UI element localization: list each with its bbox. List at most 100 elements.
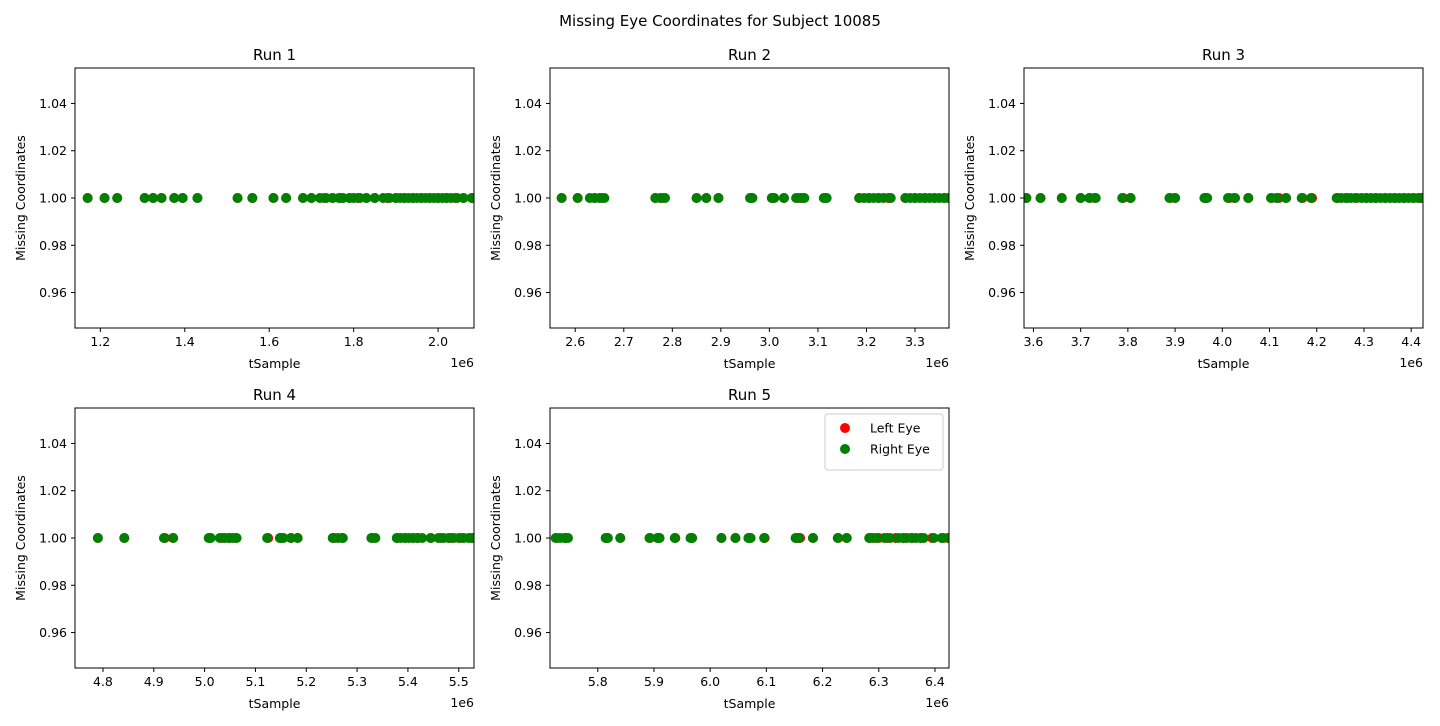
x-tick-label: 6.0 bbox=[700, 674, 720, 689]
x-tick-label: 3.6 bbox=[1023, 334, 1043, 349]
x-tick-label: 5.8 bbox=[588, 674, 608, 689]
y-tick-label: 1.00 bbox=[514, 191, 542, 206]
x-tick-label: 1.4 bbox=[175, 334, 195, 349]
x-tick-label: 2.9 bbox=[711, 334, 731, 349]
y-tick-label: 0.96 bbox=[39, 625, 67, 640]
data-point bbox=[1281, 193, 1292, 203]
x-tick-label: 3.2 bbox=[857, 334, 877, 349]
data-point bbox=[654, 533, 665, 543]
y-axis-label: Missing Coordinates bbox=[962, 135, 977, 261]
data-point bbox=[156, 193, 167, 203]
data-point bbox=[730, 533, 741, 543]
y-tick-label: 1.02 bbox=[39, 143, 67, 158]
series-right-eye bbox=[556, 193, 949, 203]
data-point bbox=[82, 193, 93, 203]
y-tick-label: 1.00 bbox=[514, 531, 542, 546]
x-tick-label: 5.3 bbox=[347, 674, 367, 689]
x-offset-label: 1e6 bbox=[925, 695, 949, 710]
x-tick-label: 1.8 bbox=[344, 334, 364, 349]
x-tick-label: 2.0 bbox=[428, 334, 448, 349]
data-point bbox=[769, 193, 780, 203]
x-tick-label: 3.1 bbox=[808, 334, 828, 349]
subplot-grid: Run 1 1.2 1.4 1.6 1.8 2.0 0.96 0.98 1.00 1.02 1.04… bbox=[13, 46, 1424, 711]
y-tick-label: 1.00 bbox=[39, 191, 67, 206]
y-axis-label: Missing Coordinates bbox=[13, 135, 28, 261]
x-axis-label: tSample bbox=[249, 356, 301, 371]
series-right-eye bbox=[92, 533, 474, 543]
x-tick-label: 5.9 bbox=[644, 674, 664, 689]
data-point bbox=[745, 533, 756, 543]
subplot-title: Run 2 bbox=[728, 46, 771, 64]
y-tick-label: 0.96 bbox=[988, 285, 1016, 300]
data-point bbox=[467, 533, 474, 543]
x-tick-label: 5.0 bbox=[195, 674, 215, 689]
data-point bbox=[1024, 193, 1032, 203]
data-point bbox=[1075, 193, 1086, 203]
data-point bbox=[644, 533, 655, 543]
x-tick-label: 4.9 bbox=[144, 674, 164, 689]
data-point bbox=[262, 533, 273, 543]
y-tick-label: 0.98 bbox=[988, 238, 1016, 253]
data-point bbox=[778, 193, 789, 203]
x-offset-label: 1e6 bbox=[1399, 355, 1423, 370]
legend: Left Eye Right Eye bbox=[824, 413, 944, 471]
data-point bbox=[1125, 193, 1136, 203]
data-point bbox=[713, 193, 724, 203]
subplot-title: Run 3 bbox=[1202, 46, 1245, 64]
subplot-run-4: Run 4 4.8 4.9 5.0 5.1 5.2 5.3 5.4 5.5 0.96 0.98 1.0… bbox=[13, 386, 475, 711]
x-tick-label: 4.2 bbox=[1307, 334, 1327, 349]
y-tick-label: 1.02 bbox=[514, 143, 542, 158]
data-point bbox=[562, 533, 573, 543]
data-point bbox=[691, 193, 702, 203]
data-point bbox=[417, 533, 428, 543]
x-tick-label: 5.4 bbox=[398, 674, 418, 689]
data-point bbox=[1090, 193, 1101, 203]
data-point bbox=[99, 193, 110, 203]
data-point bbox=[148, 193, 159, 203]
y-tick-label: 0.98 bbox=[514, 238, 542, 253]
data-point bbox=[716, 533, 727, 543]
y-tick-label: 0.96 bbox=[514, 285, 542, 300]
subplot-run-2: Run 2 2.6 2.7 2.8 2.9 3.0 3.1 3.2 3.3 0.96 0.98 1.0… bbox=[488, 46, 950, 371]
figure-suptitle: Missing Eye Coordinates for Subject 1008… bbox=[559, 12, 881, 30]
scatter-points bbox=[1024, 193, 1423, 203]
data-point bbox=[1243, 193, 1254, 203]
subplot-run-1: Run 1 1.2 1.4 1.6 1.8 2.0 0.96 0.98 1.00 1.02 1.04… bbox=[13, 46, 475, 371]
x-tick-label: 5.1 bbox=[245, 674, 265, 689]
data-point bbox=[669, 533, 680, 543]
data-point bbox=[466, 193, 474, 203]
subplot-run-5: Run 5 5.8 5.9 6.0 6.1 6.2 6.3 6.4 0.96 0.98 1.00 1.… bbox=[488, 386, 950, 711]
y-tick-label: 0.98 bbox=[39, 578, 67, 593]
y-tick-label: 1.04 bbox=[988, 96, 1016, 111]
x-tick-label: 6.1 bbox=[756, 674, 776, 689]
y-axis-label: Missing Coordinates bbox=[13, 475, 28, 601]
data-point bbox=[247, 193, 258, 203]
x-tick-label: 2.8 bbox=[662, 334, 682, 349]
data-point bbox=[1416, 193, 1423, 203]
x-tick-label: 4.8 bbox=[93, 674, 113, 689]
scatter-points bbox=[550, 533, 949, 543]
x-tick-label: 5.2 bbox=[296, 674, 316, 689]
data-point bbox=[292, 533, 303, 543]
data-point bbox=[177, 193, 188, 203]
data-point bbox=[615, 533, 626, 543]
data-point bbox=[458, 193, 469, 203]
data-point bbox=[139, 193, 150, 203]
data-point bbox=[1056, 193, 1067, 203]
data-point bbox=[281, 193, 292, 203]
data-point bbox=[337, 533, 348, 543]
data-point bbox=[799, 193, 810, 203]
x-tick-label: 3.0 bbox=[759, 334, 779, 349]
x-tick-label: 5.5 bbox=[449, 674, 469, 689]
x-offset-label: 1e6 bbox=[925, 355, 949, 370]
y-tick-label: 0.98 bbox=[39, 238, 67, 253]
data-point bbox=[278, 533, 289, 543]
y-tick-label: 1.02 bbox=[39, 483, 67, 498]
x-tick-label: 6.3 bbox=[869, 674, 889, 689]
y-tick-label: 1.00 bbox=[988, 191, 1016, 206]
data-point bbox=[878, 193, 889, 203]
scatter-points bbox=[82, 193, 474, 203]
data-point bbox=[759, 533, 770, 543]
scatter-points bbox=[556, 193, 949, 203]
